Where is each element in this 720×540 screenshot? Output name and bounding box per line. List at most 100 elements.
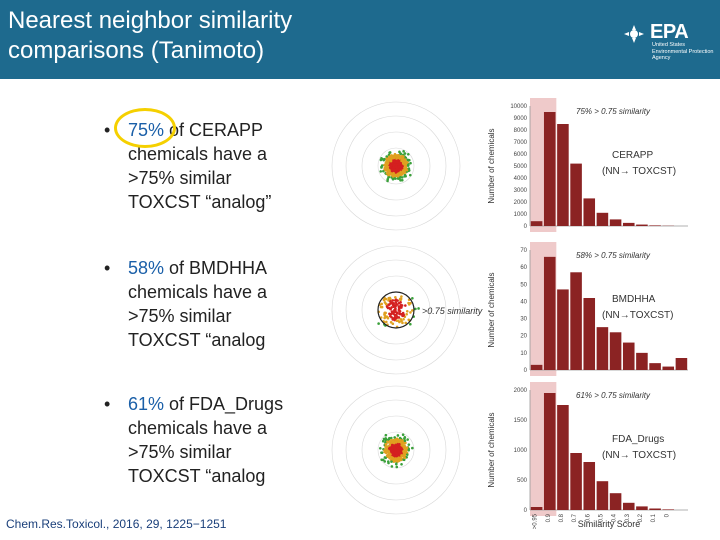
scatter-point bbox=[396, 315, 399, 319]
bullet-line: TOXCST “analog” bbox=[128, 192, 272, 212]
scatter-point bbox=[391, 175, 395, 178]
scatter-ring bbox=[377, 431, 415, 469]
scatter-point bbox=[407, 301, 410, 305]
scatter-point bbox=[392, 164, 395, 168]
scatter-point bbox=[395, 167, 399, 171]
dataset-name: BMDHHA bbox=[612, 294, 656, 305]
scatter-point bbox=[383, 460, 387, 463]
scatter-point bbox=[391, 322, 395, 326]
scatter-point bbox=[401, 172, 404, 175]
scatter-point bbox=[398, 150, 401, 154]
scatter-point bbox=[397, 450, 401, 454]
scatter-point bbox=[395, 160, 399, 164]
x-tick-label: 0.2 bbox=[638, 513, 644, 522]
scatter-point bbox=[397, 165, 400, 169]
scatter-point bbox=[400, 176, 404, 179]
scatter-point bbox=[393, 447, 396, 450]
scatter-point bbox=[394, 301, 398, 305]
epa-logo-subtitle: United States Environmental Protection A… bbox=[652, 42, 713, 62]
x-tick-label: 0.7 bbox=[572, 513, 578, 522]
y-tick-label: 10000 bbox=[510, 104, 527, 110]
scatter-point bbox=[385, 172, 389, 175]
scatter-point bbox=[395, 465, 399, 469]
scatter-point bbox=[394, 171, 398, 174]
scatter-point bbox=[390, 154, 393, 158]
similarity-threshold-circle bbox=[377, 291, 415, 329]
scatter-point bbox=[390, 156, 393, 160]
citation: Chem.Res.Toxicol., 2016, 29, 1225−1251 bbox=[6, 517, 227, 531]
scatter-point bbox=[404, 441, 407, 445]
y-axis-label: Number of chemicals bbox=[487, 412, 496, 487]
y-tick-label: 20 bbox=[520, 334, 527, 340]
scatter-point bbox=[380, 302, 384, 306]
scatter-point bbox=[387, 299, 390, 302]
bullet-dot: • bbox=[104, 258, 111, 278]
scatter-point bbox=[388, 151, 392, 154]
bullet-line: of FDA_Drugs bbox=[164, 394, 284, 414]
histogram-bar bbox=[622, 502, 635, 510]
scatter-point bbox=[398, 442, 401, 446]
bullet-dot: • bbox=[104, 394, 111, 414]
scatter-point bbox=[400, 448, 404, 452]
x-axis-label: Similarity Score bbox=[578, 519, 641, 529]
y-tick-label: 5000 bbox=[514, 164, 528, 170]
slide-title: Nearest neighbor similarity comparisons … bbox=[8, 6, 528, 66]
scatter-point bbox=[400, 158, 404, 162]
scatter-point bbox=[401, 433, 405, 437]
bullet-line: TOXCST “analog bbox=[128, 466, 266, 486]
scatter-point bbox=[398, 312, 401, 316]
scatter-point bbox=[391, 303, 395, 307]
scatter-point bbox=[380, 451, 383, 454]
scatter-point bbox=[386, 167, 390, 171]
scatter-point bbox=[394, 307, 397, 311]
x-tick-label: 0.5 bbox=[598, 513, 604, 522]
scatter-point bbox=[379, 170, 383, 173]
scatter-point bbox=[384, 456, 387, 460]
histogram-bar bbox=[557, 124, 569, 226]
scatter-point bbox=[385, 450, 389, 454]
y-tick-label: 10 bbox=[520, 351, 527, 357]
scatter-point bbox=[395, 313, 398, 317]
scatter-ring bbox=[345, 259, 447, 361]
scatter-point bbox=[390, 460, 393, 463]
scatter-point bbox=[389, 164, 393, 167]
bullet-line: >75% similar bbox=[128, 442, 232, 462]
scatter-point bbox=[390, 172, 393, 176]
scatter-point bbox=[385, 320, 388, 324]
y-tick-label: 1000 bbox=[514, 212, 528, 218]
scatter-point bbox=[385, 157, 388, 160]
y-axis-label: Number of chemicals bbox=[487, 128, 496, 203]
y-tick-label: 8000 bbox=[514, 128, 528, 134]
histogram-bar bbox=[649, 225, 661, 226]
histogram-bar bbox=[530, 221, 543, 226]
scatter-point bbox=[392, 439, 396, 443]
scatter-point bbox=[390, 444, 394, 448]
scatter-point bbox=[401, 313, 405, 317]
scatter-point bbox=[383, 167, 386, 171]
dataset-subtitle: (NN→ TOXCST) bbox=[602, 450, 676, 461]
bullet-percent: 58% bbox=[128, 258, 165, 278]
scatter-point bbox=[390, 465, 394, 468]
histogram-bar bbox=[530, 507, 543, 510]
scatter-point bbox=[402, 452, 406, 456]
histogram-bar bbox=[557, 289, 569, 370]
scatter-point bbox=[403, 456, 406, 459]
scatter-point bbox=[404, 304, 407, 307]
scatter-label: >0.75 similarity bbox=[422, 306, 483, 316]
scatter-ring bbox=[331, 245, 461, 375]
histogram-bar bbox=[636, 506, 648, 510]
histogram-bar bbox=[649, 363, 661, 370]
scatter-point bbox=[391, 318, 395, 321]
scatter-point bbox=[404, 168, 407, 172]
histogram-bar bbox=[596, 327, 609, 370]
y-tick-label: 50 bbox=[520, 282, 527, 288]
histogram-bar bbox=[662, 366, 675, 370]
scatter-ring bbox=[331, 101, 461, 231]
scatter-point bbox=[396, 319, 400, 322]
scatter-point bbox=[405, 455, 408, 459]
epa-logo-text: EPA bbox=[650, 21, 689, 43]
title-line-2: comparisons (Tanimoto) bbox=[8, 37, 265, 64]
dataset-name: CERAPP bbox=[612, 150, 653, 161]
scatter-point bbox=[396, 437, 399, 441]
x-tick-label: 0.1 bbox=[651, 513, 657, 522]
